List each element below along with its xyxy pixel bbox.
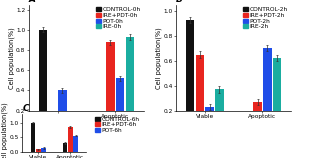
Legend: CONTROL-0h, IRE+PDT-0h, POT-0h, IRE-0h: CONTROL-0h, IRE+PDT-0h, POT-0h, IRE-0h xyxy=(95,7,141,30)
Bar xyxy=(244,123,252,136)
Bar xyxy=(63,143,67,152)
Text: B: B xyxy=(176,0,183,4)
Y-axis label: Cell population(%): Cell population(%) xyxy=(155,27,162,88)
Text: A: A xyxy=(29,0,36,4)
Bar xyxy=(74,136,78,152)
Bar xyxy=(39,30,47,131)
Bar xyxy=(263,48,272,136)
Bar xyxy=(215,89,224,136)
Text: C: C xyxy=(22,104,29,113)
Bar xyxy=(106,42,115,131)
Y-axis label: Cell population(%): Cell population(%) xyxy=(2,102,8,158)
Y-axis label: Cell population(%): Cell population(%) xyxy=(8,27,15,88)
Bar xyxy=(186,20,195,136)
Bar xyxy=(58,90,67,131)
Bar xyxy=(273,58,281,136)
Bar xyxy=(42,148,46,152)
Bar xyxy=(68,127,73,152)
Bar xyxy=(116,78,124,131)
Legend: CONTROL-2h, IRE+PDT-2h, POT-2h, IRE-2h: CONTROL-2h, IRE+PDT-2h, POT-2h, IRE-2h xyxy=(243,7,288,30)
Bar xyxy=(36,149,41,152)
Bar xyxy=(205,107,214,136)
Legend: CONTROL-6h, IRE+PDT-6h, POT-6h: CONTROL-6h, IRE+PDT-6h, POT-6h xyxy=(94,116,140,134)
Bar xyxy=(68,124,76,131)
Bar xyxy=(48,121,57,131)
Bar xyxy=(96,123,105,131)
Bar xyxy=(196,55,204,136)
Bar xyxy=(31,122,35,152)
Bar xyxy=(125,37,134,131)
Bar xyxy=(253,102,262,136)
